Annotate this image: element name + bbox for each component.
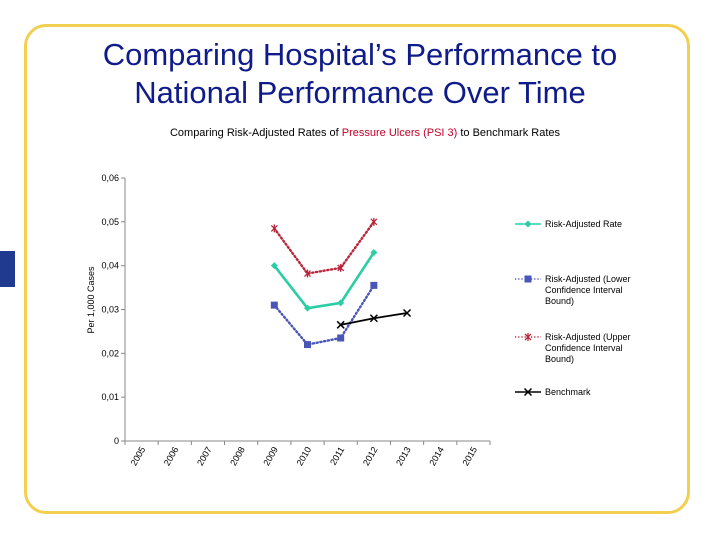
- data-point: [336, 320, 345, 329]
- data-point: [270, 301, 278, 309]
- legend-item-4: Benchmark: [515, 387, 591, 397]
- series-line: [273, 284, 376, 346]
- series-line: [273, 220, 376, 275]
- x-tick-label: 2012: [361, 445, 380, 467]
- series-1: [270, 249, 378, 312]
- legend-label: Risk-Adjusted (Lower: [545, 274, 631, 284]
- data-point: [370, 249, 378, 257]
- y-tick-label: 0,01: [101, 392, 119, 402]
- series-4: [336, 308, 412, 329]
- series-line: [273, 251, 375, 310]
- data-point: [304, 269, 311, 278]
- x-tick-label: 2006: [162, 445, 181, 467]
- x-tick-label: 2011: [328, 445, 346, 467]
- data-point: [337, 299, 345, 307]
- data-point: [270, 262, 278, 270]
- chart-title-prefix: Comparing Risk-Adjusted Rates of: [169, 127, 342, 139]
- chart-title-suffix: to Benchmark Rates: [457, 127, 561, 139]
- y-tick-label: 0,03: [101, 305, 119, 315]
- data-point: [403, 308, 412, 318]
- legend-label: Confidence Interval: [545, 285, 623, 295]
- data-point: [304, 341, 311, 349]
- slide-title-line-2: National Performance Over Time: [134, 75, 586, 110]
- legend-label: Benchmark: [545, 387, 591, 397]
- x-tick-label: 2015: [460, 445, 479, 467]
- x-tick-label: 2007: [195, 445, 214, 467]
- slide-frame: [24, 24, 690, 514]
- data-point: [524, 275, 532, 283]
- series-group: [270, 217, 412, 349]
- data-point: [337, 334, 345, 342]
- chart-title-highlight: Pressure Ulcers (PSI 3): [341, 127, 458, 139]
- y-tick-label: 0,05: [101, 217, 119, 227]
- data-point: [270, 224, 278, 233]
- chart-title: Comparing Risk-Adjusted Rates of Pressur…: [80, 127, 650, 139]
- y-axis: 0 0,01 0,02 0,03 0,04 0,05 0,06 Per 1,000 Cases: [86, 173, 126, 446]
- x-tick-label: 2008: [228, 445, 247, 467]
- legend-label: Bound): [545, 354, 574, 364]
- y-tick-label: 0,06: [101, 173, 119, 183]
- x-axis: 2005 2006 2007 2008 2009 2010 2011 2012 2013 2014…: [124, 440, 491, 467]
- series-2: [270, 281, 378, 349]
- x-tick-label: 2014: [427, 445, 446, 467]
- slide-title-line-1: Comparing Hospital’s Performance to: [102, 37, 618, 72]
- y-axis-title: Per 1,000 Cases: [86, 266, 96, 334]
- x-tick-label: 2013: [394, 445, 413, 467]
- legend-item-1: Risk-Adjusted Rate: [515, 219, 622, 229]
- legend-label: Risk-Adjusted Rate: [545, 219, 622, 229]
- slide-title: Comparing Hospital’s Performance to Nati…: [40, 36, 680, 112]
- data-point: [370, 281, 378, 289]
- data-point: [523, 387, 533, 397]
- data-point: [337, 263, 345, 272]
- side-tab: [0, 251, 15, 287]
- data-point: [304, 304, 311, 312]
- data-point: [369, 314, 378, 323]
- y-tick-label: 0,02: [101, 348, 119, 358]
- series-3: [270, 217, 378, 278]
- y-tick-label: 0,04: [101, 261, 119, 271]
- x-tick-label: 2010: [295, 445, 314, 467]
- legend-label: Risk-Adjusted (Upper: [545, 332, 631, 342]
- data-point: [370, 217, 378, 226]
- x-tick-label: 2009: [261, 445, 280, 467]
- legend-label: Bound): [545, 296, 574, 306]
- y-tick-label: 0: [114, 436, 119, 446]
- legend-label: Confidence Interval: [545, 343, 623, 353]
- data-point: [524, 333, 532, 341]
- data-point: [524, 220, 532, 228]
- x-tick-label: 2005: [129, 445, 148, 467]
